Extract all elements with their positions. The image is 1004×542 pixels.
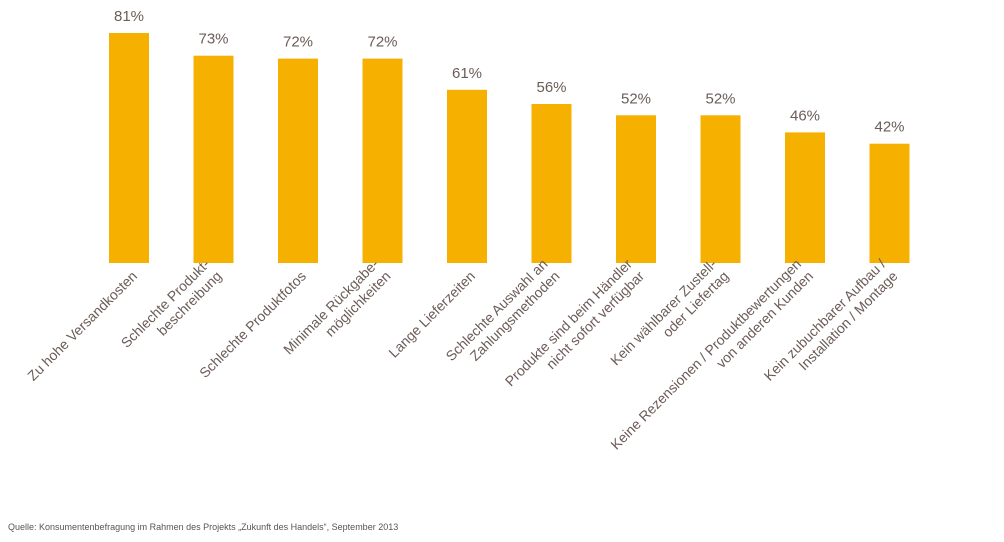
category-label: Schlechte Produkt-beschreibung [118,256,225,351]
bar-value-label: 72% [283,34,313,51]
bar [278,58,318,263]
bar-value-label: 52% [705,90,735,107]
bar [869,143,910,263]
bar [362,58,403,263]
bar [785,132,825,263]
bar-value-label: 81% [114,8,144,25]
bar-value-label: 42% [874,119,904,136]
bar [616,115,656,263]
bar-value-label: 52% [621,90,651,107]
bar [700,115,741,263]
bar-value-label: 46% [790,107,820,124]
category-label-line: Zu hohe Versandkosten [24,268,140,384]
bar-value-label: 56% [536,79,566,96]
bar [447,89,487,263]
bar [193,55,234,264]
bar [531,104,572,263]
category-label: Zu hohe Versandkosten [24,268,140,384]
source-note: Quelle: Konsumentenbefragung im Rahmen d… [8,522,399,532]
bar-value-label: 61% [452,65,482,82]
bar-value-label: 73% [198,31,228,48]
bar-value-label: 72% [367,34,397,51]
bar [109,33,149,263]
